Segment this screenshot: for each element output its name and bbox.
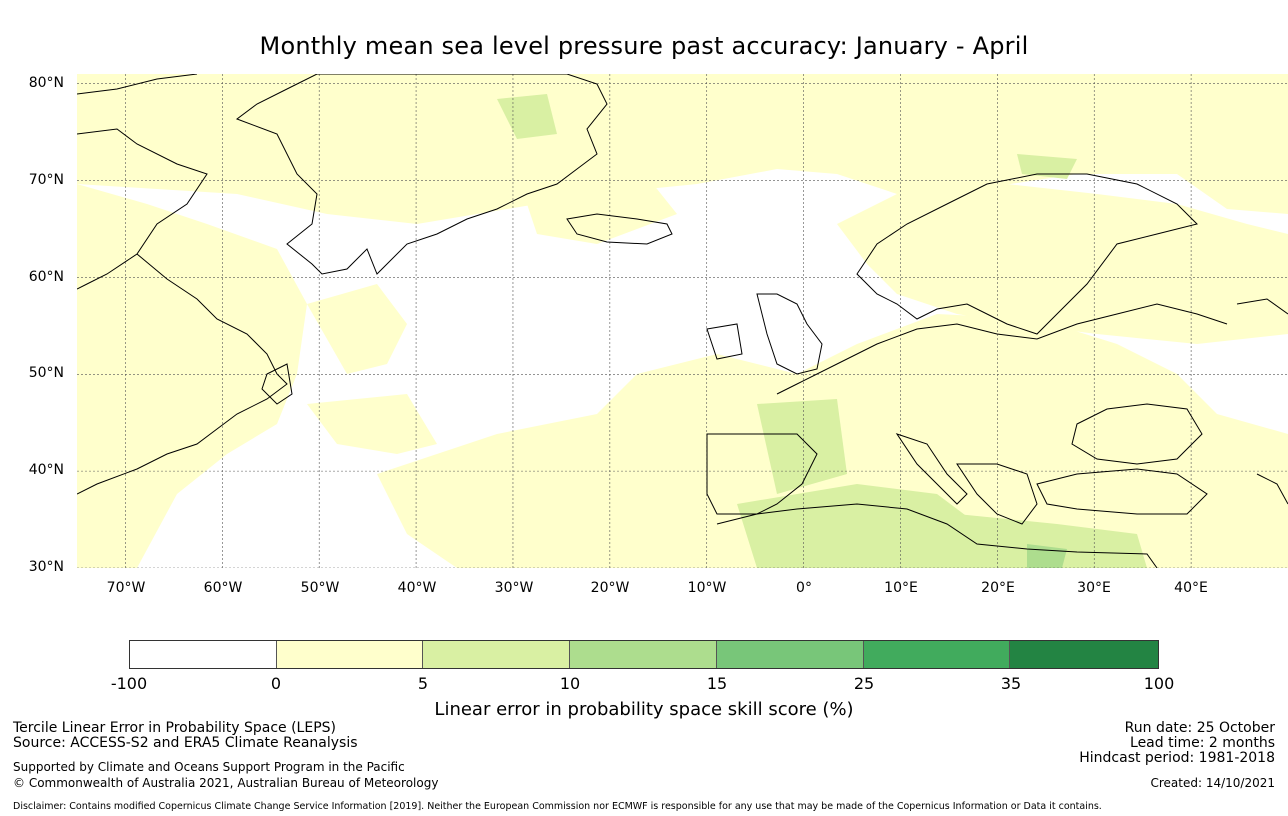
greenland-green-patch — [497, 94, 557, 139]
colorbar-segment — [1010, 641, 1159, 668]
lat-label-30n: 30°N — [28, 559, 64, 575]
footer-hindcast: Hindcast period: 1981-2018 — [1079, 750, 1275, 766]
lon-label-20w: 20°W — [590, 580, 630, 596]
labrador-sea-yellow — [307, 284, 407, 374]
lon-label-20e: 20°E — [981, 580, 1015, 596]
balkans-greece-coast — [956, 463, 1038, 525]
lat-label-50n: 50°N — [28, 365, 64, 381]
lon-label-0: 0° — [796, 580, 812, 596]
north-africa-coast — [716, 503, 1158, 568]
europe-yellow — [837, 184, 1288, 344]
turkey-coast — [1036, 468, 1208, 515]
north-africa-green-patch — [737, 484, 997, 568]
labrador-coast — [77, 253, 288, 495]
lon-label-40e: 40°E — [1174, 580, 1208, 596]
coastlines — [77, 74, 1288, 568]
skill-5-10-region — [497, 94, 1147, 568]
map-canvas — [77, 74, 1288, 568]
colorbar-segment — [130, 641, 277, 668]
lon-label-30w: 30°W — [494, 580, 534, 596]
colorbar-segment — [423, 641, 571, 668]
lon-label-60w: 60°W — [203, 580, 243, 596]
footer-source: Source: ACCESS-S2 and ERA5 Climate Reana… — [13, 735, 358, 751]
lon-label-10e: 10°E — [884, 580, 918, 596]
footer-created: Created: 14/10/2021 — [1150, 776, 1275, 790]
iceland-coast — [566, 213, 673, 245]
scandinavia-green-patch — [1017, 154, 1077, 179]
colorbar-tick: 35 — [1000, 674, 1022, 693]
colorbar-tick: 100 — [1143, 674, 1175, 693]
scandinavia-coast — [856, 173, 1198, 335]
graticule — [77, 74, 1288, 568]
colorbar — [129, 640, 1159, 669]
colorbar-tick: 0 — [270, 674, 282, 693]
mid-atlantic-yellow — [307, 394, 437, 454]
iberia-coast — [706, 433, 818, 515]
colorbar-tick: 15 — [706, 674, 728, 693]
colorbar-label: Linear error in probability space skill … — [434, 699, 854, 720]
footer-copyright: © Commonwealth of Australia 2021, Austra… — [13, 776, 439, 790]
skill-map — [77, 74, 1288, 568]
lon-label-50w: 50°W — [300, 580, 340, 596]
europe-mainland-coast — [776, 303, 1228, 395]
greenland-coast — [235, 74, 608, 275]
west-yellow-region — [77, 184, 307, 568]
iberia-green-patch — [757, 399, 847, 494]
colorbar-tick: 10 — [559, 674, 581, 693]
canada-arctic-coast — [77, 74, 208, 290]
colorbar-segment — [716, 641, 864, 668]
colorbar-segment — [570, 641, 717, 668]
footer-method: Tercile Linear Error in Probability Spac… — [13, 720, 336, 736]
lon-label-70w: 70°W — [106, 580, 146, 596]
footer-lead-time: Lead time: 2 months — [1130, 735, 1275, 751]
colorbar-tick: -100 — [110, 674, 148, 693]
chart-title: Monthly mean sea level pressure past acc… — [259, 32, 1029, 60]
footer-support: Supported by Climate and Oceans Support … — [13, 760, 405, 774]
lat-label-70n: 70°N — [28, 172, 64, 188]
colorbar-segment — [863, 641, 1011, 668]
footer-disclaimer: Disclaimer: Contains modified Copernicus… — [13, 801, 1102, 812]
italy-coast — [895, 433, 968, 505]
lon-label-10w: 10°W — [687, 580, 727, 596]
lat-label-40n: 40°N — [28, 462, 64, 478]
colorbar-segment — [276, 641, 424, 668]
mediterranean-green-patch — [957, 514, 1147, 568]
lat-label-60n: 60°N — [28, 269, 64, 285]
lon-label-40w: 40°W — [397, 580, 437, 596]
colorbar-tick: 25 — [853, 674, 875, 693]
uk-coast — [706, 293, 823, 375]
colorbar-tick: 5 — [417, 674, 429, 693]
skill-0-5-region — [77, 74, 1288, 568]
lon-label-30e: 30°E — [1077, 580, 1111, 596]
black-sea-coast — [1071, 403, 1203, 465]
lat-label-80n: 80°N — [28, 75, 64, 91]
footer-run-date: Run date: 25 October — [1124, 720, 1275, 736]
newfoundland-coast — [261, 363, 293, 405]
east-coast-fragment — [1236, 298, 1288, 505]
